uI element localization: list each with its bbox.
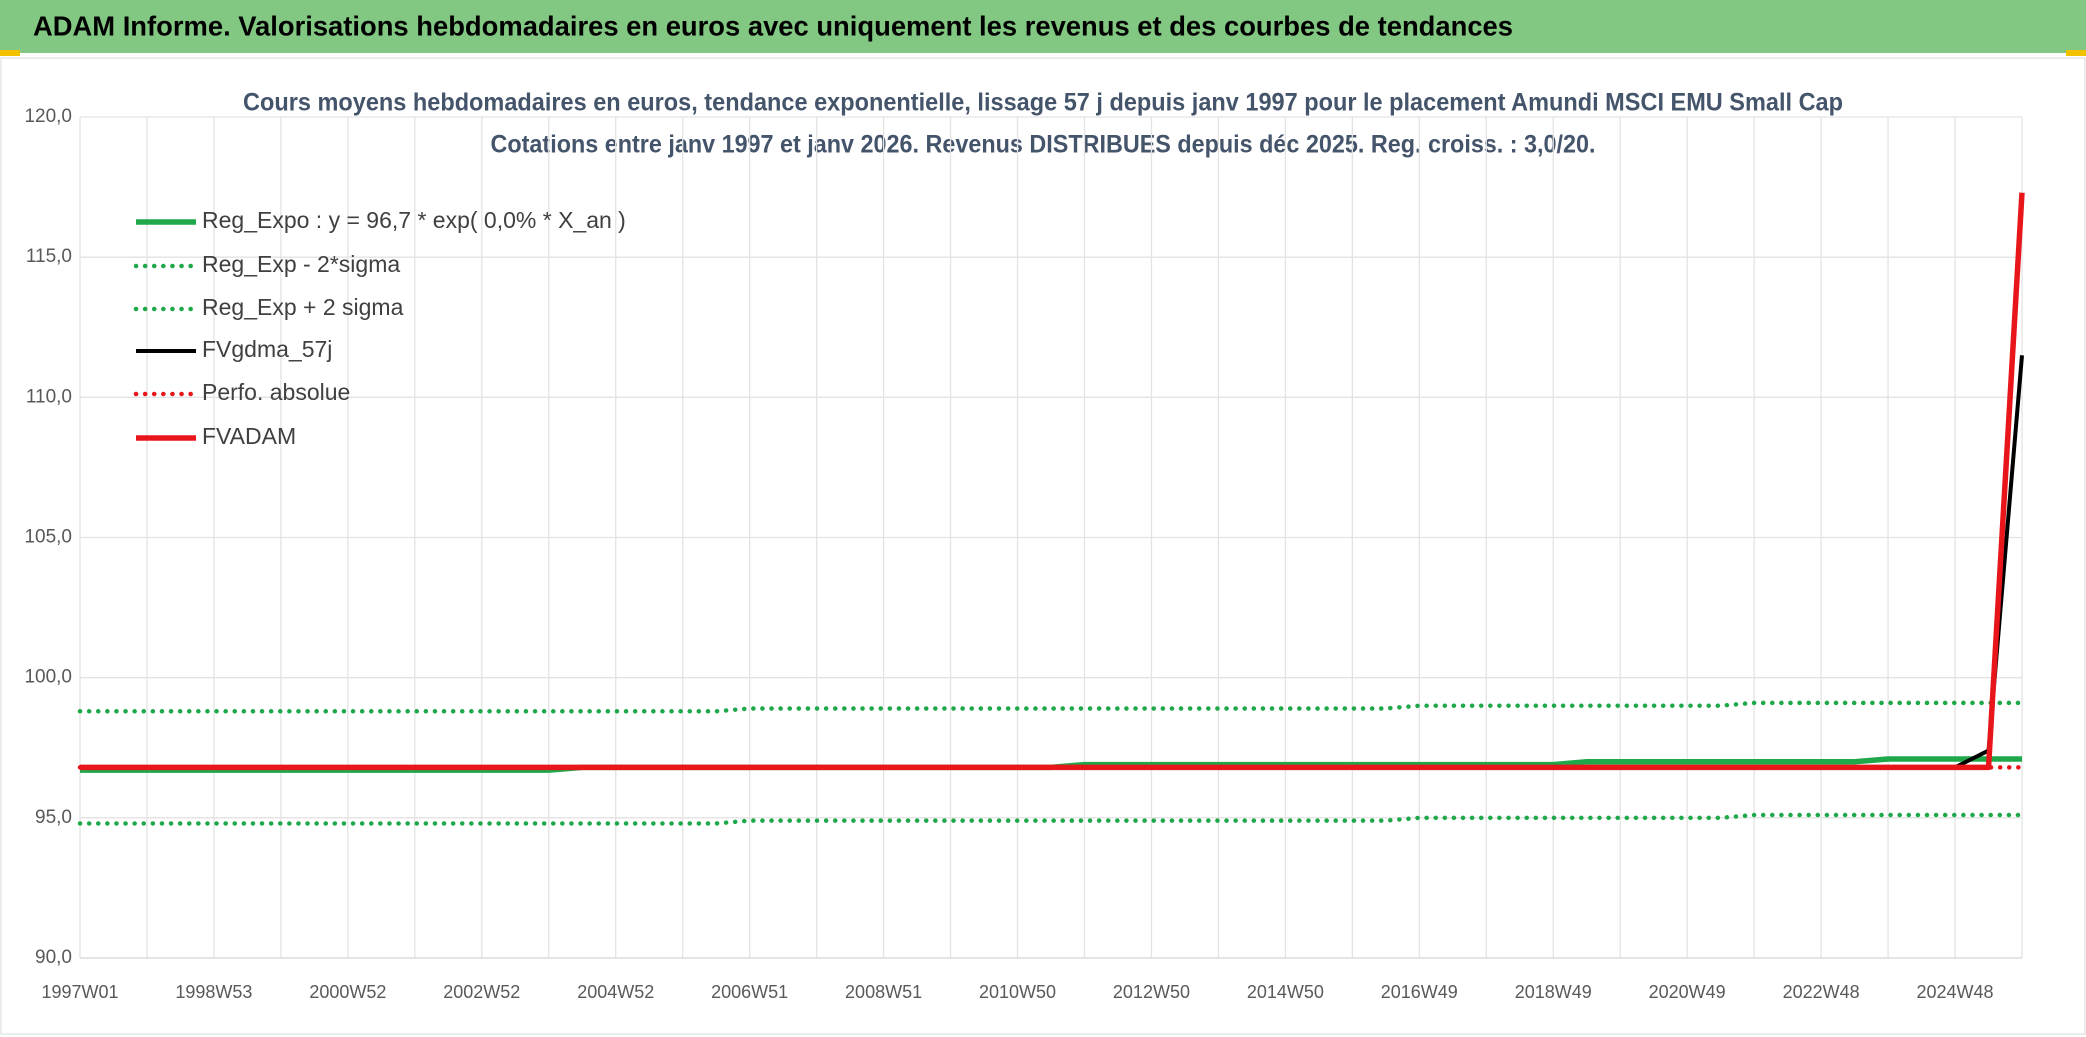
x-tick-label: 2008W51 [845,982,922,1002]
header-bar [0,0,2086,53]
x-tick-label: 2004W52 [577,982,654,1002]
y-tick-label: 105,0 [24,527,72,548]
series-line [77,812,2025,826]
x-tick-label: 2000W52 [309,982,386,1002]
legend-label: FVADAM [202,423,296,449]
x-tick-label: 2016W49 [1381,982,1458,1002]
series-line [77,700,2025,714]
y-tick-label: 95,0 [35,807,72,828]
x-tick-label: 2010W50 [979,982,1056,1002]
x-tick-label: 2006W51 [711,982,788,1002]
x-tick-label: 2022W48 [1783,982,1860,1002]
legend-label: Perfo. absolue [202,379,350,405]
chart-title: Cours moyens hebdomadaires en euros, ten… [243,89,1843,117]
y-tick-label: 120,0 [24,106,72,127]
x-tick-label: 2002W52 [443,982,520,1002]
plot-area: 90,0 95,0 100,0 105,0 110,0 115,0 120,0 1997W01… [24,106,2025,1002]
corner-accent [0,50,20,56]
chart-border [0,57,2086,1035]
x-tick-label: 2014W50 [1247,982,1324,1002]
corner-accent [2066,50,2086,56]
x-tick-label: 1998W53 [175,982,252,1002]
y-tick-label: 115,0 [26,246,72,267]
x-tick-label: 2018W49 [1515,982,1592,1002]
x-tick-label: 2020W49 [1649,982,1726,1002]
header-title: ADAM Informe. Valorisations hebdomadaire… [33,10,1513,41]
series-line [80,192,2025,771]
x-tick-label: 1997W01 [41,982,118,1002]
y-tick-label: 100,0 [24,667,72,688]
legend-label: Reg_Exp + 2 sigma [202,294,404,320]
y-tick-label: 110,0 [26,386,72,407]
legend-label: Reg_Expo : y = 96,7 * exp( 0,0% * X_an ) [202,207,626,233]
y-tick-label: 90,0 [35,947,72,968]
legend-label: FVgdma_57j [202,336,332,362]
legend-label: Reg_Exp - 2*sigma [202,251,400,277]
x-tick-label: 2024W48 [1917,982,1994,1002]
chart-subtitle: Cotations entre janv 1997 et janv 2026. … [491,131,1596,159]
x-tick-label: 2012W50 [1113,982,1190,1002]
